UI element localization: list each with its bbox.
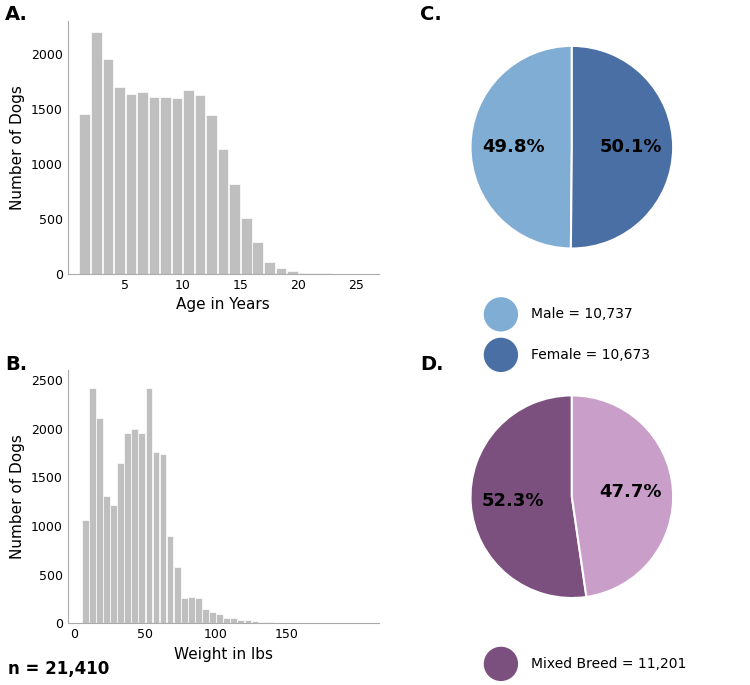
Bar — [188, 597, 195, 623]
Bar — [103, 496, 110, 623]
Text: D.: D. — [420, 355, 443, 374]
Wedge shape — [470, 46, 572, 249]
Circle shape — [484, 298, 518, 331]
Bar — [160, 454, 166, 623]
Text: C.: C. — [420, 5, 442, 25]
X-axis label: Weight in lbs: Weight in lbs — [174, 647, 273, 662]
Bar — [82, 520, 88, 623]
Y-axis label: Number of Dogs: Number of Dogs — [10, 434, 26, 559]
Bar — [224, 617, 230, 623]
Text: A.: A. — [5, 5, 28, 25]
Bar — [174, 567, 181, 623]
Wedge shape — [470, 395, 586, 598]
X-axis label: Age in Years: Age in Years — [176, 297, 270, 312]
Bar — [91, 32, 102, 274]
Bar — [80, 114, 90, 274]
Bar — [264, 262, 274, 274]
Bar — [96, 418, 103, 623]
Bar — [89, 388, 96, 623]
Y-axis label: Number of Dogs: Number of Dogs — [10, 85, 26, 210]
Bar — [139, 434, 146, 623]
Bar — [172, 98, 182, 274]
Text: Male = 10,737: Male = 10,737 — [531, 308, 633, 321]
Bar — [152, 452, 159, 623]
Bar — [202, 609, 208, 623]
Bar — [114, 86, 125, 274]
Bar — [183, 90, 194, 274]
Bar — [195, 598, 202, 623]
Bar — [160, 97, 171, 274]
Bar — [148, 97, 159, 274]
Text: 50.1%: 50.1% — [599, 138, 662, 156]
Wedge shape — [571, 46, 674, 249]
Text: Female = 10,673: Female = 10,673 — [531, 348, 650, 362]
Bar — [217, 149, 229, 274]
Bar — [253, 242, 263, 274]
Bar — [131, 429, 138, 623]
Bar — [195, 95, 206, 274]
Text: 47.7%: 47.7% — [599, 484, 662, 501]
Bar — [230, 184, 240, 274]
Wedge shape — [572, 395, 674, 597]
Bar — [110, 505, 117, 623]
Text: 49.8%: 49.8% — [482, 138, 544, 156]
Bar — [287, 271, 298, 274]
Bar — [209, 612, 216, 623]
Bar — [275, 269, 286, 274]
Text: 52.3%: 52.3% — [482, 492, 544, 510]
Bar — [252, 621, 258, 623]
Circle shape — [484, 338, 518, 371]
Bar — [103, 59, 113, 274]
Bar — [216, 614, 223, 623]
Bar — [146, 388, 152, 623]
Bar — [238, 621, 244, 623]
Text: Mixed Breed = 11,201: Mixed Breed = 11,201 — [531, 657, 687, 671]
Bar — [259, 622, 266, 623]
Bar — [125, 95, 136, 274]
Circle shape — [484, 647, 518, 680]
Text: B.: B. — [5, 355, 27, 374]
Bar — [166, 536, 173, 623]
Bar — [298, 273, 309, 274]
Bar — [117, 462, 124, 623]
Bar — [230, 617, 237, 623]
Bar — [241, 218, 251, 274]
Bar — [244, 621, 251, 623]
Text: n = 21,410: n = 21,410 — [8, 660, 109, 678]
Bar — [206, 115, 217, 274]
Bar — [137, 92, 148, 274]
Bar — [124, 434, 131, 623]
Bar — [181, 598, 188, 623]
